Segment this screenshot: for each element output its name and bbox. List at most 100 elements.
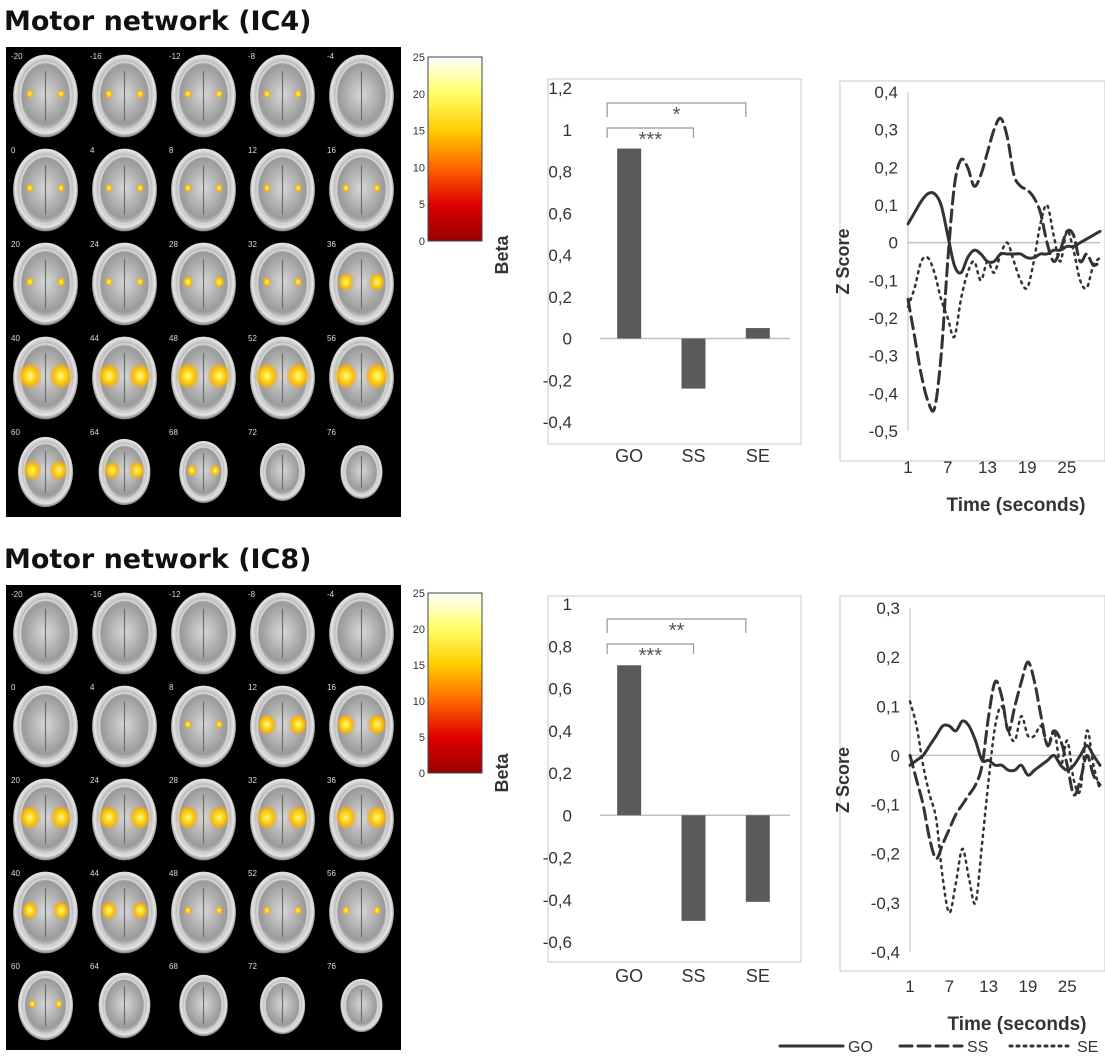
slice-label: 8 [169,683,174,692]
x-tick-label: 25 [1058,977,1077,996]
brain-cortex-outline [98,691,151,762]
slice-label: 8 [169,146,174,155]
x-category-label: GO [615,966,643,986]
activation-blob [183,89,192,99]
brain-slice: -8 [248,590,315,675]
slice-label: 48 [169,869,178,878]
activation-blob [334,804,358,831]
x-axis-title: Time (seconds) [947,1014,1086,1035]
activation-blob [49,804,73,831]
activation-blob [286,804,310,831]
plot-area-frame [839,595,1105,972]
slice-label: 16 [327,683,336,692]
x-tick-label: 19 [1018,977,1037,996]
y-tick-label: 0,1 [876,697,900,716]
x-tick-label: 1 [903,458,912,477]
activation-blob [293,276,303,287]
activation-blob [207,804,231,831]
slice-label: 60 [11,428,20,437]
brain-slice: 32 [248,240,315,326]
bar [745,815,770,902]
colorbar-tick-label: 15 [413,660,425,672]
y-tick-label: 0,8 [548,163,572,182]
significance-bracket [606,102,747,117]
slice-label: -16 [90,590,102,599]
activation-blob [182,275,194,289]
colorbar-gradient [427,56,483,242]
brain-slice: 0 [11,683,78,768]
significance-label: * [673,104,681,126]
y-tick-label: -0,2 [869,309,898,328]
activation-blob [100,900,118,921]
series-line-ss [906,116,1102,413]
colorbar-tick-label: 15 [413,126,425,138]
x-tick-label: 19 [1018,458,1037,477]
slice-label: -12 [169,52,181,61]
activation-blob [183,719,192,730]
activation-blob [97,804,121,831]
legend-label: SS [967,1039,988,1056]
colorbar-tick-label: 0 [419,768,425,780]
brain-cortex-outline [19,249,72,319]
brain-slice: 24 [90,776,157,861]
slice-label: 32 [248,776,257,785]
brain-slice: 52 [248,869,315,954]
y-tick-label: -0,5 [869,422,898,441]
slice-label: 24 [90,240,99,249]
activation-blob [175,361,201,391]
activation-blob [364,361,390,391]
y-tick-label: -0,6 [543,933,572,952]
brain-slice: 48 [169,334,236,420]
activation-blob [21,900,39,921]
colorbar-tick-label: 0 [419,236,425,248]
brain-slice: 72 [248,962,306,1035]
colorbar-tick-label: 20 [413,89,425,101]
x-category-label: SS [681,446,705,466]
brain-slice: 40 [11,334,78,420]
brain-slice: 0 [11,146,78,232]
slice-label: -8 [248,52,256,61]
activation-blob [262,183,271,193]
activation-blob [294,905,303,916]
activation-blob [262,905,271,916]
y-tick-label: 1,2 [548,79,572,98]
brain-cortex-outline [263,447,302,497]
brain-cortex-outline [183,445,224,499]
series-line-se [906,203,1102,339]
y-tick-label: -0,1 [869,271,898,290]
colorbar-tick-label: 20 [413,624,425,636]
slice-label: 0 [11,683,16,692]
colorbar-tick-label: 25 [413,588,425,600]
y-tick-label: -0,3 [871,894,900,913]
brain-slice: 8 [169,683,236,768]
slice-label: 44 [90,334,99,343]
legend-label: GO [848,1039,873,1056]
x-axis-title: Time (seconds) [946,495,1085,516]
brain-slice: 28 [169,776,236,861]
brain-slice: 56 [327,334,394,420]
activation-blob [136,277,145,287]
activation-blob [186,464,198,477]
y-tick-label: 0,2 [874,158,898,177]
activation-blob [333,361,359,391]
y-tick-label: 0 [563,330,572,349]
activation-blob [52,900,70,921]
activation-blob [131,900,149,921]
slice-label: 16 [327,146,336,155]
activation-blob [128,362,152,390]
y-axis-title: Z Score [833,747,853,813]
y-tick-label: -0,2 [543,371,572,390]
brain-cortex-outline [177,598,230,669]
brain-cortex-outline [98,61,151,131]
activation-blob [56,276,66,287]
activation-blob [128,804,152,831]
plot-area-frame [839,80,1105,462]
brain-slice: -4 [327,52,394,138]
slice-label: 24 [90,776,99,785]
y-tick-label: -0,1 [871,796,900,815]
